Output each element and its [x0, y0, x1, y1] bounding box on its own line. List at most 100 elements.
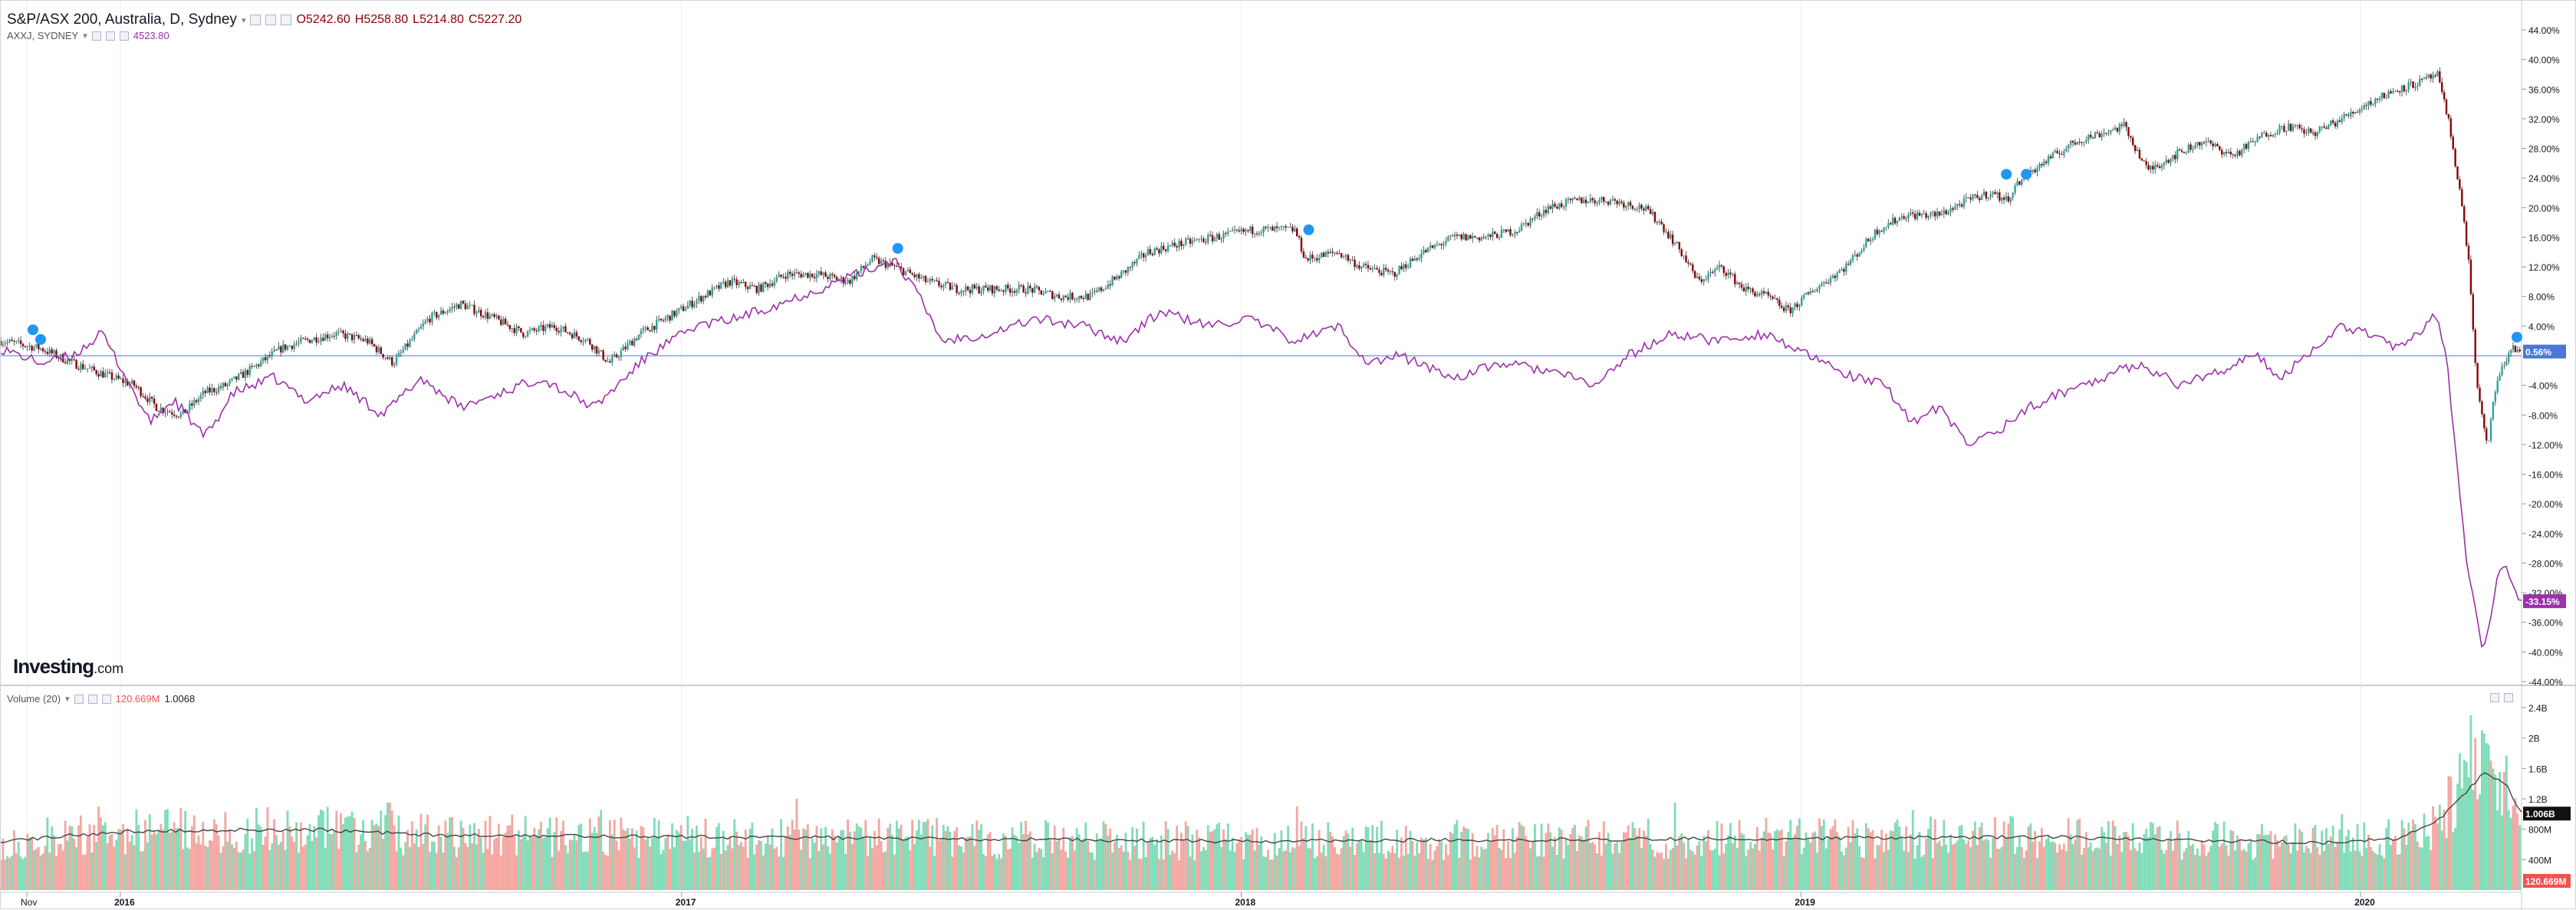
- volume-hide-icon[interactable]: [74, 694, 84, 704]
- candle-body: [567, 332, 569, 333]
- candle-body: [2469, 259, 2472, 294]
- volume-bar: [1874, 858, 1877, 890]
- candle-body: [1849, 260, 1852, 265]
- volume-bar: [544, 836, 547, 890]
- candle-body: [2365, 105, 2367, 107]
- candle-body: [482, 316, 485, 318]
- settings-icon[interactable]: [265, 15, 277, 25]
- candle-body: [2486, 428, 2488, 441]
- volume-dropdown-icon[interactable]: ▾: [65, 695, 70, 704]
- volume-bar: [2267, 834, 2270, 890]
- volume-bar: [926, 819, 929, 890]
- compare-remove-icon[interactable]: [119, 31, 129, 41]
- candle-body: [1013, 291, 1016, 293]
- x-tick-label: 2017: [676, 897, 696, 908]
- candle-body: [53, 350, 55, 353]
- candle-body: [86, 368, 89, 370]
- volume-bar: [755, 844, 758, 890]
- volume-bar: [2356, 823, 2359, 890]
- candle-body: [284, 344, 287, 350]
- volume-bar: [44, 846, 47, 890]
- volume-bar: [313, 826, 316, 890]
- volume-bar: [608, 820, 611, 890]
- candle-body: [800, 274, 802, 278]
- candle-body: [2330, 120, 2332, 125]
- candle-body: [11, 340, 13, 341]
- volume-bar: [2462, 759, 2466, 890]
- hide-series-icon[interactable]: [250, 15, 262, 25]
- volume-bar: [2163, 853, 2166, 890]
- candle-body: [538, 327, 540, 332]
- volume-bar: [2129, 849, 2132, 890]
- volume-bar: [602, 851, 605, 890]
- candle-body: [335, 332, 337, 337]
- compare-settings-icon[interactable]: [105, 31, 115, 41]
- candle-body: [604, 360, 607, 362]
- candle-body: [1449, 235, 1452, 237]
- compare-hide-icon[interactable]: [91, 31, 101, 41]
- candle-body: [704, 296, 707, 297]
- volume-bar: [286, 810, 289, 890]
- candle-body: [1502, 229, 1505, 231]
- volume-bar: [1282, 851, 1285, 890]
- candle-body: [133, 380, 136, 386]
- candle-body: [278, 346, 280, 350]
- volume-bar: [1816, 853, 1818, 890]
- candle-body: [33, 347, 35, 351]
- volume-bar: [2430, 849, 2433, 890]
- compare-symbol[interactable]: AXXJ, SYDNEY: [7, 30, 79, 41]
- candle-body: [676, 310, 678, 317]
- candle-body: [1347, 255, 1350, 261]
- volume-bar: [693, 853, 696, 890]
- pane-maximize-icon[interactable]: [2490, 693, 2499, 702]
- volume-bar: [748, 828, 752, 890]
- candle-body: [2501, 366, 2503, 376]
- candle-body: [1374, 268, 1376, 269]
- candle-body: [491, 314, 493, 316]
- candle-body: [1494, 232, 1496, 235]
- volume-bar: [553, 832, 556, 890]
- remove-series-icon[interactable]: [281, 15, 292, 25]
- volume-title[interactable]: Volume (20): [7, 693, 61, 705]
- candle-body: [802, 274, 804, 278]
- volume-bar: [1778, 830, 1781, 890]
- candle-body: [1927, 215, 1930, 218]
- volume-bar: [1156, 839, 1158, 890]
- candle-body: [389, 356, 391, 360]
- volume-bar: [1311, 823, 1314, 890]
- pane-close-icon[interactable]: [2504, 693, 2513, 702]
- brand-logo: Investing.com: [13, 655, 123, 678]
- volume-bar: [2160, 849, 2163, 890]
- volume-bar: [475, 844, 478, 890]
- candle-body: [558, 331, 560, 333]
- candle-body: [1022, 285, 1025, 293]
- event-marker-icon: [892, 242, 903, 254]
- volume-bar: [439, 836, 442, 890]
- candle-body: [1638, 205, 1640, 209]
- candle-body: [2007, 196, 2010, 202]
- candle-body: [1821, 283, 1823, 286]
- volume-remove-icon[interactable]: [101, 694, 111, 704]
- candle-body: [355, 335, 358, 337]
- candle-body: [2454, 149, 2456, 167]
- candle-body: [1220, 238, 1222, 240]
- compare-dropdown-icon[interactable]: ▾: [83, 31, 87, 41]
- volume-bar: [113, 846, 116, 890]
- candle-body: [2205, 141, 2208, 143]
- volume-bar: [762, 855, 765, 890]
- candle-body: [995, 286, 998, 290]
- candle-body: [2127, 126, 2130, 136]
- volume-bar: [1945, 844, 1948, 890]
- candle-body: [2410, 81, 2412, 83]
- series-title[interactable]: S&P/ASX 200, Australia, D, Sydney: [7, 11, 237, 28]
- volume-bar: [1260, 836, 1263, 890]
- candle-body: [315, 337, 317, 343]
- candle-body: [987, 287, 989, 291]
- volume-bar: [1640, 847, 1643, 890]
- candle-body: [782, 276, 785, 278]
- volume-bar: [1735, 848, 1739, 890]
- legend-dropdown-icon[interactable]: ▾: [241, 15, 246, 25]
- volume-settings-icon[interactable]: [87, 694, 97, 704]
- volume-bar: [1020, 822, 1023, 890]
